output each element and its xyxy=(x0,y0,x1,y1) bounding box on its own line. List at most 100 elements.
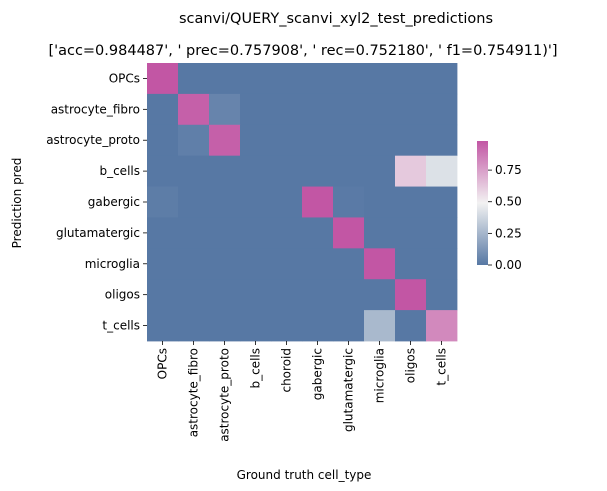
x-tick-labels: OPCs astrocyte_fibro astrocyte_proto b_cell… xyxy=(156,341,449,442)
colorbar-ticks: 0.00 0.25 0.50 0.75 xyxy=(488,163,522,272)
heatmap-cell xyxy=(209,217,241,249)
heatmap-cell xyxy=(178,155,210,187)
heatmap-cell xyxy=(271,93,303,126)
heatmap-cell xyxy=(395,124,427,157)
heatmap-cell xyxy=(333,217,365,249)
heatmap-cell xyxy=(209,310,241,342)
heatmap-cell xyxy=(209,186,241,218)
x-tick-label: astrocyte_fibro xyxy=(187,348,201,437)
heatmap-cell xyxy=(302,155,334,187)
heatmap-cell xyxy=(302,186,334,218)
heatmap-cell xyxy=(178,310,210,342)
heatmap-cell xyxy=(426,279,458,311)
heatmap-cell xyxy=(426,310,458,342)
heatmap-cell xyxy=(426,248,458,280)
heatmap-cell xyxy=(147,124,179,157)
heatmap-cell xyxy=(240,63,272,95)
heatmap-cell xyxy=(147,63,179,95)
heatmap-cell xyxy=(240,93,272,126)
y-axis-label: Prediction pred xyxy=(10,158,24,249)
heatmap-cell xyxy=(302,63,334,95)
x-tick-label: glutamatergic xyxy=(342,348,356,432)
heatmap-cell xyxy=(147,217,179,249)
heatmap-cell xyxy=(302,248,334,280)
x-tick-label: microglia xyxy=(373,348,387,403)
heatmap-cells xyxy=(147,63,458,342)
heatmap-cell xyxy=(240,124,272,157)
heatmap-cell xyxy=(302,124,334,157)
y-tick-label: gabergic xyxy=(88,195,140,209)
heatmap-cell xyxy=(364,310,396,342)
heatmap-cell xyxy=(271,279,303,311)
heatmap-cell xyxy=(147,248,179,280)
x-tick-label: b_cells xyxy=(249,348,263,389)
y-tick-label: oligos xyxy=(105,288,140,302)
heatmap-cell xyxy=(302,217,334,249)
heatmap-cell xyxy=(209,155,241,187)
heatmap-cell xyxy=(271,310,303,342)
heatmap-cell xyxy=(426,93,458,126)
heatmap-cell xyxy=(364,155,396,187)
x-tick-label: oligos xyxy=(404,348,418,383)
heatmap-cell xyxy=(395,217,427,249)
heatmap-cell xyxy=(302,93,334,126)
heatmap-cell xyxy=(209,93,241,126)
x-tick-label: OPCs xyxy=(156,348,170,379)
heatmap-cell xyxy=(333,279,365,311)
heatmap-cell xyxy=(426,63,458,95)
heatmap-cell xyxy=(147,186,179,218)
heatmap-cell xyxy=(240,310,272,342)
heatmap-cell xyxy=(147,310,179,342)
heatmap-cell xyxy=(395,186,427,218)
heatmap-cell xyxy=(333,248,365,280)
colorbar-tick-label: 0.25 xyxy=(495,226,522,240)
heatmap-cell xyxy=(426,124,458,157)
heatmap-cell xyxy=(240,155,272,187)
y-tick-label: microglia xyxy=(85,257,140,271)
colorbar-tick-label: 0.75 xyxy=(495,163,522,177)
heatmap-cell xyxy=(271,63,303,95)
heatmap-cell xyxy=(147,155,179,187)
heatmap-cell xyxy=(178,279,210,311)
heatmap-cell xyxy=(395,93,427,126)
y-tick-label: astrocyte_fibro xyxy=(51,102,140,116)
heatmap-cell xyxy=(395,310,427,342)
heatmap-cell xyxy=(178,63,210,95)
colorbar-tick-label: 0.50 xyxy=(495,195,522,209)
heatmap-cell xyxy=(178,93,210,126)
heatmap-cell xyxy=(178,217,210,249)
heatmap-cell xyxy=(271,155,303,187)
heatmap-cell xyxy=(240,279,272,311)
heatmap-cell xyxy=(240,248,272,280)
heatmap-cell xyxy=(426,155,458,187)
heatmap-cell xyxy=(364,248,396,280)
heatmap-cell xyxy=(333,93,365,126)
heatmap-cell xyxy=(271,124,303,157)
x-tick-label: choroid xyxy=(280,348,294,393)
y-tick-label: OPCs xyxy=(109,71,140,85)
colorbar-tick-label: 0.00 xyxy=(495,258,522,272)
x-tick-label: gabergic xyxy=(311,348,325,400)
heatmap-cell xyxy=(364,124,396,157)
heatmap-cell xyxy=(395,63,427,95)
heatmap-cell xyxy=(209,63,241,95)
heatmap-cell xyxy=(395,248,427,280)
heatmap-cell xyxy=(333,155,365,187)
chart-title: scanvi/QUERY_scanvi_xyl2_test_prediction… xyxy=(179,11,493,27)
heatmap-cell xyxy=(333,186,365,218)
heatmap-cell xyxy=(364,93,396,126)
heatmap-cell xyxy=(271,217,303,249)
heatmap-cell xyxy=(240,186,272,218)
y-tick-labels: OPCs astrocyte_fibro astrocyte_proto b_cell… xyxy=(46,71,147,333)
y-tick-label: glutamatergic xyxy=(56,226,140,240)
heatmap-cell xyxy=(426,186,458,218)
heatmap-cell xyxy=(302,310,334,342)
heatmap-cell xyxy=(209,279,241,311)
chart-subtitle: ['acc=0.984487', ' prec=0.757908', ' rec… xyxy=(48,43,557,59)
y-tick-label: b_cells xyxy=(99,164,140,178)
heatmap-cell xyxy=(178,186,210,218)
heatmap-cell xyxy=(364,186,396,218)
heatmap-cell xyxy=(302,279,334,311)
heatmap-cell xyxy=(271,186,303,218)
